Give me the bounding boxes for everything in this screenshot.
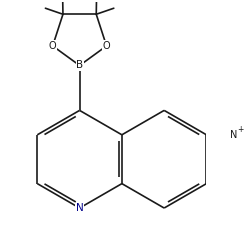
Text: O: O	[49, 41, 57, 51]
Text: N: N	[230, 130, 237, 140]
Text: +: +	[237, 125, 244, 134]
Text: B: B	[76, 61, 83, 71]
Text: O: O	[103, 41, 110, 51]
Text: N: N	[76, 203, 83, 213]
